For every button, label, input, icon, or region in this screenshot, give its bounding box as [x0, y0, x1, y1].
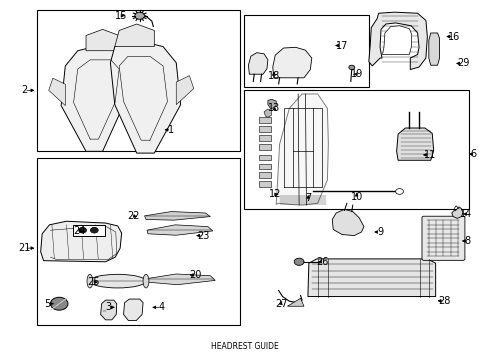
Circle shape [348, 65, 354, 69]
Polygon shape [428, 33, 439, 65]
Text: 23: 23 [197, 231, 209, 240]
Polygon shape [368, 12, 427, 69]
Text: 7: 7 [304, 193, 310, 203]
Polygon shape [110, 40, 180, 153]
Text: 18: 18 [267, 71, 279, 81]
Bar [244, 90, 468, 209]
Polygon shape [147, 274, 215, 285]
Polygon shape [396, 128, 433, 160]
Bar [37, 10, 239, 151]
Polygon shape [176, 76, 193, 105]
Text: 8: 8 [464, 236, 470, 246]
Bar [259, 135, 271, 140]
Text: 6: 6 [469, 149, 476, 159]
Text: 11: 11 [423, 150, 435, 160]
Bar [259, 117, 271, 123]
Text: 1: 1 [168, 125, 174, 135]
Polygon shape [248, 53, 267, 74]
Polygon shape [123, 299, 143, 320]
Text: HEADREST GUIDE: HEADREST GUIDE [210, 342, 278, 351]
Text: 9: 9 [376, 227, 382, 237]
Text: 12: 12 [268, 189, 280, 199]
Circle shape [90, 227, 98, 233]
Text: 25: 25 [87, 277, 100, 287]
Circle shape [50, 297, 68, 310]
Text: 22: 22 [127, 211, 139, 221]
Bar [259, 126, 271, 132]
Text: 28: 28 [437, 296, 449, 306]
FancyBboxPatch shape [421, 216, 464, 260]
Text: 16: 16 [447, 32, 459, 41]
Polygon shape [115, 24, 154, 46]
Circle shape [395, 189, 403, 194]
Text: 20: 20 [189, 270, 202, 280]
Text: 5: 5 [44, 299, 50, 309]
Circle shape [79, 227, 86, 233]
Polygon shape [147, 225, 212, 235]
Polygon shape [331, 210, 363, 235]
Ellipse shape [89, 274, 145, 288]
Bar [259, 181, 271, 187]
Bar [259, 144, 271, 149]
Text: 10: 10 [350, 192, 362, 202]
Circle shape [294, 258, 304, 265]
Text: 24: 24 [73, 226, 86, 236]
Ellipse shape [87, 274, 93, 288]
Polygon shape [41, 221, 122, 262]
Bar [259, 172, 271, 178]
Text: 14: 14 [459, 209, 471, 219]
Polygon shape [101, 300, 117, 320]
Polygon shape [86, 30, 123, 51]
Polygon shape [144, 212, 210, 220]
Text: 2: 2 [21, 85, 27, 95]
Bar [37, 158, 239, 325]
Polygon shape [267, 99, 276, 108]
Text: 3: 3 [105, 302, 111, 312]
Text: 29: 29 [456, 58, 468, 68]
Text: 4: 4 [158, 302, 164, 312]
Polygon shape [264, 109, 271, 117]
Text: 27: 27 [274, 299, 287, 309]
Circle shape [135, 12, 144, 19]
Text: 13: 13 [267, 103, 279, 113]
Text: 15: 15 [115, 11, 127, 21]
Polygon shape [272, 47, 311, 78]
Text: 19: 19 [350, 69, 362, 79]
Bar [244, 15, 368, 87]
Polygon shape [49, 78, 65, 105]
Bar [259, 163, 271, 169]
Polygon shape [307, 259, 435, 297]
Text: 17: 17 [335, 41, 347, 50]
Polygon shape [276, 94, 328, 205]
Text: 21: 21 [18, 243, 30, 253]
Ellipse shape [143, 274, 149, 288]
Bar [73, 225, 104, 235]
Polygon shape [61, 45, 127, 151]
Polygon shape [287, 298, 304, 306]
Polygon shape [382, 26, 411, 54]
Polygon shape [451, 207, 462, 219]
Bar [259, 154, 271, 160]
Text: 26: 26 [316, 257, 328, 267]
